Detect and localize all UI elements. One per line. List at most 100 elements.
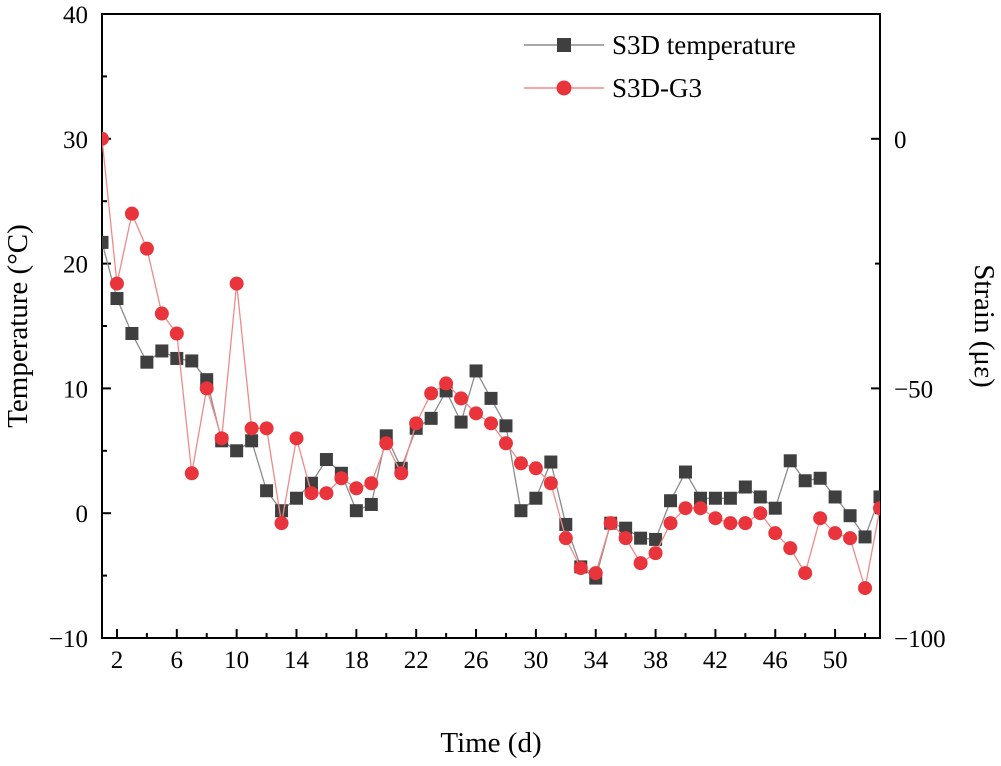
strain-data-point — [349, 481, 364, 496]
x-tick-label: 50 — [823, 647, 848, 674]
temperature-data-point — [185, 354, 199, 368]
strain-data-point — [543, 476, 558, 491]
strain-data-point — [409, 416, 424, 431]
x-tick-label: 14 — [284, 647, 310, 674]
temperature-data-point — [619, 521, 633, 535]
y-right-tick-label: 0 — [894, 127, 907, 154]
x-axis-title: Time (d) — [440, 727, 541, 759]
strain-data-point — [663, 516, 678, 531]
strain-data-point — [454, 391, 469, 406]
strain-data-point — [513, 456, 528, 471]
strain-data-point — [708, 511, 723, 526]
temperature-data-point — [514, 504, 528, 518]
temperature-data-point — [649, 532, 663, 546]
x-tick-label: 42 — [703, 647, 728, 674]
temperature-data-point — [230, 444, 244, 458]
temperature-data-point — [484, 391, 498, 405]
temperature-data-point — [469, 364, 483, 378]
temperature-data-point — [664, 494, 678, 508]
y-axis-left-title: Temperature (°C) — [2, 224, 34, 428]
temperature-data-point — [828, 490, 842, 504]
strain-data-point — [184, 466, 199, 481]
strain-data-point — [244, 421, 259, 436]
temperature-data-point — [544, 455, 558, 469]
strain-data-point — [558, 531, 573, 546]
y-left-tick-label: 30 — [63, 127, 88, 154]
temperature-data-point — [110, 292, 124, 306]
strain-data-point — [723, 516, 738, 531]
temperature-data-point — [275, 504, 289, 518]
strain-data-point — [573, 561, 588, 576]
strain-data-point — [858, 581, 873, 596]
strain-data-point — [588, 566, 603, 581]
strain-data-point — [783, 541, 798, 556]
x-tick-label: 30 — [523, 647, 548, 674]
temperature-data-point — [693, 491, 707, 505]
temperature-data-point — [424, 411, 438, 425]
strain-data-point — [768, 526, 783, 541]
temperature-data-point — [798, 474, 812, 488]
y-left-tick-label: 0 — [76, 501, 89, 528]
strain-data-point — [334, 471, 349, 486]
temperature-data-point — [873, 490, 880, 504]
strain-data-point — [648, 546, 663, 561]
temperature-data-point — [102, 235, 109, 249]
temperature-data-point — [783, 454, 797, 468]
temperature-data-point — [753, 490, 767, 504]
temperature-data-point — [708, 491, 722, 505]
temperature-data-point — [290, 491, 303, 505]
strain-data-point — [304, 486, 319, 501]
strain-data-point — [753, 506, 768, 521]
x-tick-label: 46 — [763, 647, 788, 674]
strain-data-point — [828, 526, 843, 541]
strain-data-point — [484, 416, 498, 431]
y-left-tick-label: −10 — [49, 626, 88, 653]
strain-data-point — [618, 531, 633, 546]
x-tick-label: 6 — [171, 647, 184, 674]
temperature-data-point — [155, 344, 169, 358]
temperature-data-point — [170, 351, 184, 365]
temperature-data-point — [125, 326, 139, 340]
temperature-data-point — [349, 504, 363, 518]
strain-data-point — [603, 516, 618, 531]
x-tick-label: 2 — [111, 647, 124, 674]
temperature-data-point — [858, 530, 872, 544]
axes-frame: 2 6 10 14 18 22 26 30 34 38 42 46 50−10010203040−100… — [49, 2, 946, 674]
temperature-data-point — [634, 531, 648, 545]
strain-data-point — [528, 461, 543, 476]
temperature-series-line — [102, 242, 880, 580]
strain-data-point — [394, 466, 409, 481]
strain-data-point — [139, 241, 154, 256]
y-left-tick-label: 10 — [63, 376, 88, 403]
temperature-data-point — [245, 434, 259, 448]
x-tick-label: 34 — [583, 647, 609, 674]
strain-data-point — [379, 436, 394, 451]
temperature-data-point — [260, 484, 274, 498]
strain-data-point — [109, 276, 124, 291]
x-tick-label: 22 — [404, 647, 429, 674]
strain-data-point — [319, 486, 334, 501]
temperature-data-point — [499, 419, 513, 433]
x-tick-label: 18 — [344, 647, 369, 674]
strain-data-point — [199, 381, 214, 396]
strain-data-point — [169, 326, 184, 341]
legend-strain-marker — [556, 80, 572, 96]
strain-data-point — [214, 431, 229, 446]
strain-data-point — [439, 376, 454, 391]
plot-frame — [101, 13, 881, 639]
strain-data-point — [289, 431, 304, 446]
strain-data-point — [424, 386, 439, 401]
strain-data-point — [798, 566, 813, 581]
strain-data-point — [678, 501, 693, 516]
strain-data-point — [633, 556, 648, 571]
y-left-tick-label: 40 — [63, 2, 88, 29]
x-tick-label: 26 — [464, 647, 489, 674]
strain-data-point — [813, 511, 828, 526]
temperature-data-point — [140, 355, 154, 369]
temperature-data-point — [843, 509, 857, 523]
strain-data-point — [124, 206, 139, 221]
strain-data-point — [873, 501, 880, 516]
strain-data-point — [843, 531, 858, 546]
